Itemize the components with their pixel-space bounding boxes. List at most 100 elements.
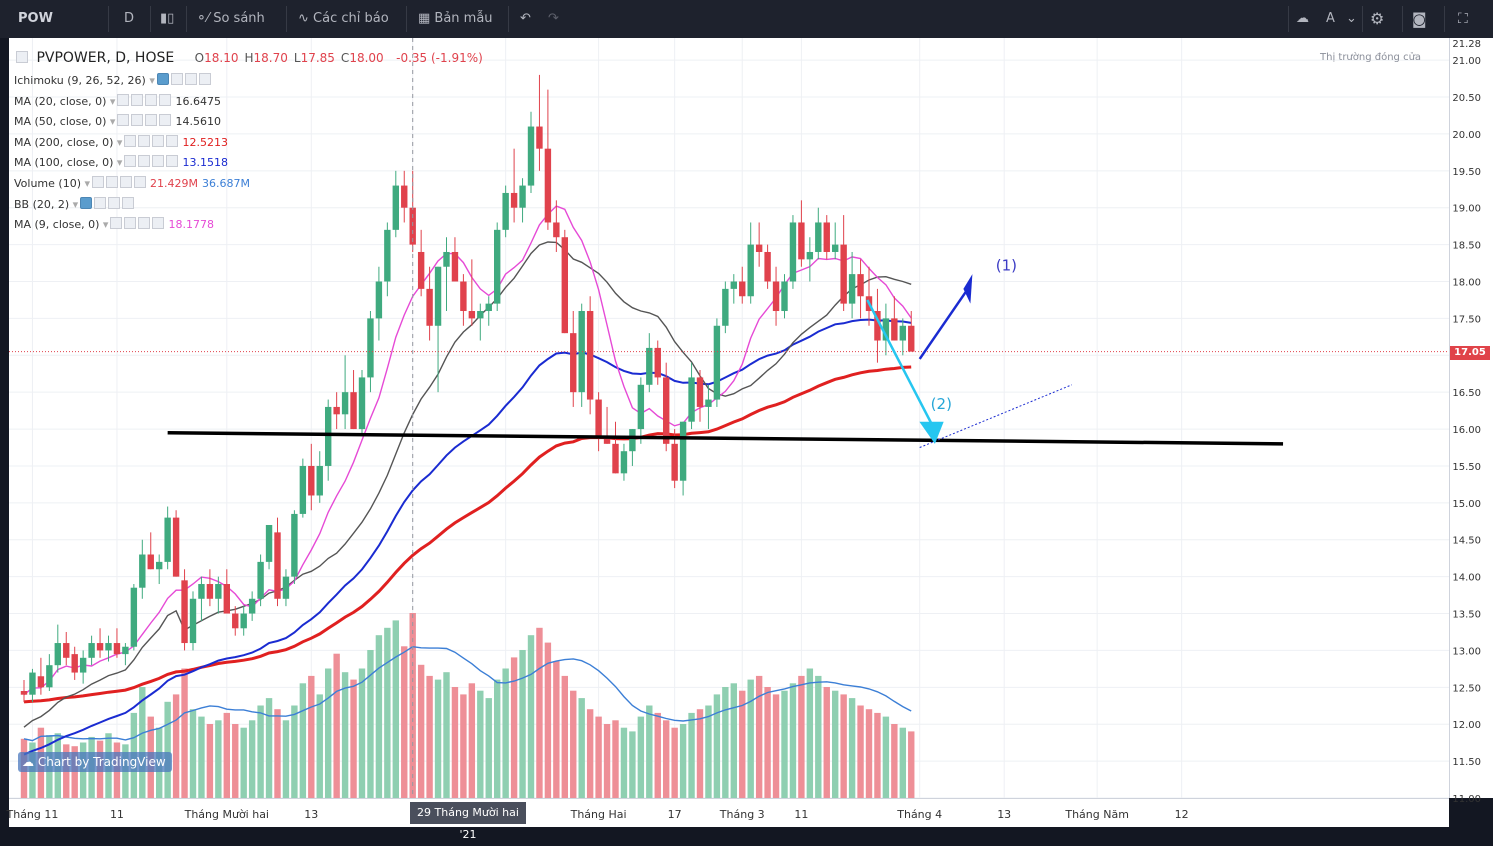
chevron-down-icon[interactable]: ▾ bbox=[99, 218, 109, 232]
collapse-legend-icon[interactable] bbox=[16, 51, 28, 63]
candle-body bbox=[772, 281, 780, 312]
volume-bar bbox=[367, 650, 374, 798]
remove-icon[interactable] bbox=[152, 217, 165, 230]
volume-bar bbox=[798, 675, 805, 798]
candle-body bbox=[37, 676, 45, 688]
compare-button[interactable]: ⚬⁄ So sánh bbox=[196, 11, 265, 26]
remove-icon[interactable] bbox=[198, 73, 211, 85]
source-icon[interactable] bbox=[108, 196, 121, 209]
settings-icon[interactable] bbox=[131, 114, 144, 127]
source-icon[interactable] bbox=[138, 217, 151, 230]
chevron-down-icon[interactable]: ⌄ bbox=[1346, 11, 1357, 26]
visibility-icon[interactable] bbox=[92, 176, 105, 188]
volume-bar bbox=[468, 683, 476, 798]
volume-bar bbox=[544, 642, 552, 798]
visibility-icon[interactable] bbox=[117, 93, 130, 106]
remove-icon[interactable] bbox=[159, 93, 172, 106]
symbol-search[interactable]: POW bbox=[18, 11, 53, 26]
templates-icon: ▦ bbox=[418, 11, 435, 26]
chart-type-icon[interactable]: ▮▯ bbox=[160, 11, 175, 26]
fullscreen-icon[interactable]: ⛶ bbox=[1458, 11, 1468, 27]
candle-body bbox=[789, 222, 797, 282]
source-icon[interactable] bbox=[152, 134, 165, 147]
source-icon[interactable] bbox=[152, 155, 165, 168]
indicator-value: 13.1518 bbox=[182, 156, 228, 170]
chevron-down-icon[interactable]: ▾ bbox=[145, 74, 155, 87]
candle-body bbox=[299, 465, 307, 514]
candle-body bbox=[63, 643, 70, 658]
volume-bar bbox=[451, 687, 459, 798]
source-icon[interactable] bbox=[184, 73, 197, 85]
chevron-down-icon[interactable]: ▾ bbox=[81, 177, 91, 190]
candle-body bbox=[747, 244, 754, 297]
candle-body bbox=[71, 654, 78, 673]
settings-icon[interactable] bbox=[138, 134, 151, 147]
volume-bar bbox=[325, 668, 332, 798]
indicator-row[interactable]: BB (20, 2) ▾ bbox=[14, 196, 135, 211]
indicators-button[interactable]: ∿ Các chỉ báo bbox=[298, 11, 389, 26]
settings-icon[interactable] bbox=[124, 217, 137, 230]
settings-icon[interactable] bbox=[94, 196, 107, 209]
candle-body bbox=[164, 517, 171, 562]
visibility-icon[interactable] bbox=[124, 155, 137, 168]
settings-icon[interactable] bbox=[131, 93, 144, 106]
indicator-row[interactable]: Ichimoku (9, 26, 52, 26) ▾ bbox=[14, 73, 211, 87]
remove-icon[interactable] bbox=[122, 196, 135, 209]
remove-icon[interactable] bbox=[159, 114, 172, 127]
chevron-down-icon[interactable]: ▾ bbox=[106, 115, 116, 129]
remove-icon[interactable] bbox=[166, 155, 179, 168]
candle-body bbox=[451, 251, 459, 282]
indicator-row[interactable]: MA (9, close, 0) ▾ 18.1778 bbox=[14, 217, 214, 231]
settings-icon[interactable] bbox=[170, 73, 183, 85]
time-axis[interactable] bbox=[9, 798, 1449, 827]
redo-icon[interactable]: ↷ bbox=[548, 11, 559, 26]
chart-pane[interactable] bbox=[9, 38, 1449, 798]
source-icon[interactable] bbox=[145, 93, 158, 106]
visibility-icon[interactable] bbox=[117, 114, 130, 127]
indicator-label: Ichimoku (9, 26, 52, 26) bbox=[14, 74, 146, 87]
indicator-value: 21.429M bbox=[150, 177, 199, 190]
remove-icon[interactable] bbox=[134, 176, 147, 188]
settings-gear-icon[interactable]: ⚙ bbox=[1370, 9, 1385, 28]
price-axis[interactable] bbox=[1449, 38, 1493, 798]
candle-body bbox=[781, 281, 788, 312]
candle-body bbox=[815, 222, 822, 252]
candle-body bbox=[663, 377, 670, 444]
chevron-down-icon[interactable]: ▾ bbox=[106, 94, 116, 108]
source-icon[interactable] bbox=[120, 176, 133, 188]
chart-canvas[interactable]: (1) (2) bbox=[9, 38, 1493, 828]
indicator-row[interactable]: Volume (10) ▾ 21.429M 36.687M bbox=[14, 176, 250, 190]
account-label[interactable]: A bbox=[1326, 11, 1335, 26]
candle-body bbox=[510, 192, 518, 208]
chevron-down-icon[interactable]: ▾ bbox=[113, 156, 123, 170]
cloud-icon[interactable]: ☁ bbox=[1296, 11, 1309, 26]
volume-bar bbox=[291, 705, 298, 798]
settings-icon[interactable] bbox=[106, 176, 119, 188]
chevron-down-icon[interactable]: ▾ bbox=[69, 197, 79, 211]
candle-body bbox=[899, 325, 906, 341]
candle-body bbox=[147, 554, 154, 570]
camera-icon[interactable]: ◙ bbox=[1412, 10, 1427, 28]
chevron-down-icon[interactable]: ▾ bbox=[113, 135, 123, 149]
interval-selector[interactable]: D bbox=[124, 11, 135, 26]
visibility-icon[interactable] bbox=[124, 134, 137, 147]
indicator-row[interactable]: MA (200, close, 0) ▾ 12.5213 bbox=[14, 134, 228, 149]
undo-icon[interactable]: ↶ bbox=[520, 11, 531, 26]
settings-icon[interactable] bbox=[138, 155, 151, 168]
templates-button[interactable]: ▦ Bản mẫu bbox=[418, 11, 493, 26]
volume-bar bbox=[494, 679, 501, 798]
visibility-icon[interactable] bbox=[80, 196, 93, 209]
candle-body bbox=[139, 554, 146, 588]
volume-bar bbox=[561, 675, 568, 798]
volume-bar bbox=[333, 653, 340, 798]
indicator-row[interactable]: MA (50, close, 0) ▾ 14.5610 bbox=[14, 114, 221, 128]
remove-icon[interactable] bbox=[166, 134, 179, 147]
visibility-icon[interactable] bbox=[110, 217, 123, 230]
tradingview-watermark[interactable]: ☁ Chart by TradingView bbox=[18, 752, 172, 772]
indicator-row[interactable]: MA (20, close, 0) ▾ 16.6475 bbox=[14, 93, 221, 108]
visibility-icon[interactable] bbox=[156, 73, 169, 85]
indicator-row[interactable]: MA (100, close, 0) ▾ 13.1518 bbox=[14, 155, 228, 169]
volume-bar bbox=[401, 646, 408, 798]
candle-body bbox=[840, 244, 847, 304]
source-icon[interactable] bbox=[145, 114, 158, 127]
